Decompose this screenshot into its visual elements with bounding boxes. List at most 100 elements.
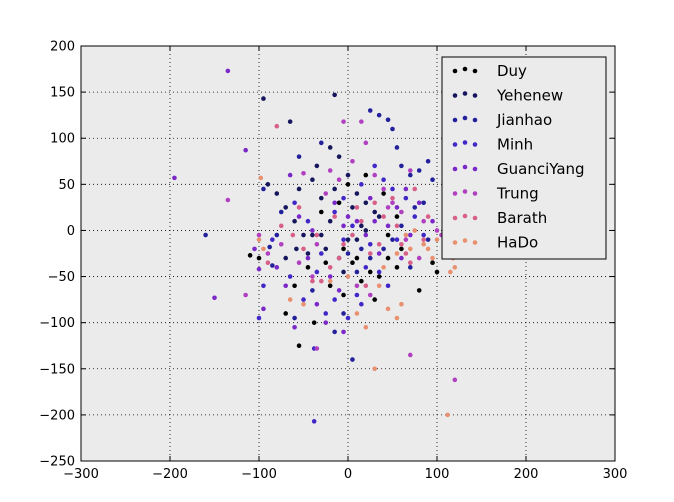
legend: Duy Yehenew Jianhao Minh GuanciYang Trung Bara… — [441, 56, 607, 260]
data-point — [314, 241, 320, 247]
data-point — [399, 163, 404, 169]
data-point — [327, 145, 333, 150]
data-point — [385, 232, 391, 238]
data-point — [336, 154, 342, 159]
data-point — [319, 209, 324, 215]
data-point — [403, 232, 409, 238]
data-point — [385, 306, 391, 312]
legend-marker — [452, 215, 458, 221]
data-point — [416, 288, 422, 293]
data-point — [403, 195, 409, 201]
legend-item: GuanciYang — [452, 160, 585, 178]
data-point — [408, 232, 413, 238]
legend-label: HaDo — [497, 234, 538, 252]
data-point — [319, 232, 324, 238]
data-point — [283, 311, 289, 316]
data-point — [341, 241, 346, 247]
data-point — [363, 140, 369, 146]
x-tick-label: 200 — [514, 467, 539, 482]
legend-label: Trung — [496, 185, 539, 203]
data-point — [310, 274, 315, 279]
data-point — [376, 269, 382, 275]
data-point — [350, 205, 355, 210]
data-point — [261, 283, 266, 289]
data-point — [314, 232, 320, 238]
data-point — [394, 145, 400, 150]
y-tick-label: 50 — [58, 178, 75, 193]
legend-marker — [472, 142, 478, 147]
data-point — [345, 214, 351, 219]
data-point — [270, 263, 275, 268]
data-point — [430, 255, 435, 261]
data-point — [247, 253, 253, 258]
data-point — [354, 237, 360, 242]
data-point — [274, 265, 280, 270]
data-point — [403, 186, 409, 192]
data-point — [381, 186, 386, 192]
data-point — [252, 246, 257, 252]
data-point — [425, 237, 431, 242]
series-duy — [247, 172, 440, 349]
data-point — [390, 126, 395, 132]
data-point — [412, 205, 418, 210]
data-point — [225, 197, 231, 203]
legend-marker — [462, 140, 468, 145]
data-point — [265, 251, 271, 256]
data-point — [256, 266, 262, 272]
data-point — [394, 315, 400, 321]
data-point — [314, 269, 320, 275]
data-point — [399, 241, 404, 247]
data-point — [283, 255, 289, 261]
legend-marker — [472, 166, 478, 172]
data-point — [345, 274, 351, 279]
data-point — [350, 223, 355, 229]
data-point — [359, 223, 364, 229]
data-point — [290, 232, 296, 238]
data-point — [416, 168, 422, 173]
data-point — [243, 147, 248, 153]
y-tick-label: −250 — [39, 455, 75, 470]
data-point — [399, 301, 404, 307]
data-point — [278, 209, 284, 215]
data-point — [430, 260, 435, 266]
data-point — [327, 274, 333, 279]
data-point — [310, 288, 315, 293]
legend-marker — [472, 68, 478, 74]
data-point — [350, 357, 355, 362]
data-point — [412, 214, 418, 219]
data-point — [354, 218, 360, 224]
data-point — [319, 251, 324, 256]
data-point — [323, 260, 329, 266]
data-point — [270, 237, 275, 242]
data-point — [261, 96, 266, 101]
data-point — [332, 209, 337, 215]
data-point — [434, 237, 440, 242]
data-point — [265, 182, 271, 187]
data-point — [448, 269, 453, 275]
data-point — [296, 343, 302, 349]
data-point — [399, 246, 404, 252]
legend-marker — [462, 213, 468, 219]
data-point — [274, 191, 280, 196]
data-point — [421, 200, 426, 206]
data-point — [296, 154, 302, 159]
data-point — [390, 195, 395, 201]
data-point — [294, 246, 299, 252]
legend-marker — [462, 164, 468, 170]
data-point — [399, 209, 404, 215]
data-point — [363, 172, 369, 178]
data-point — [345, 172, 351, 178]
y-tick-label: 150 — [50, 86, 75, 101]
data-point — [172, 175, 177, 181]
legend-marker — [452, 240, 458, 245]
data-point — [394, 205, 400, 210]
legend-item: Duy — [452, 62, 527, 80]
data-point — [416, 255, 422, 261]
data-point — [408, 172, 413, 178]
x-tick-label: 100 — [425, 467, 450, 482]
data-point — [261, 306, 266, 312]
data-point — [367, 251, 373, 256]
data-point — [421, 241, 426, 247]
data-point — [267, 244, 272, 250]
